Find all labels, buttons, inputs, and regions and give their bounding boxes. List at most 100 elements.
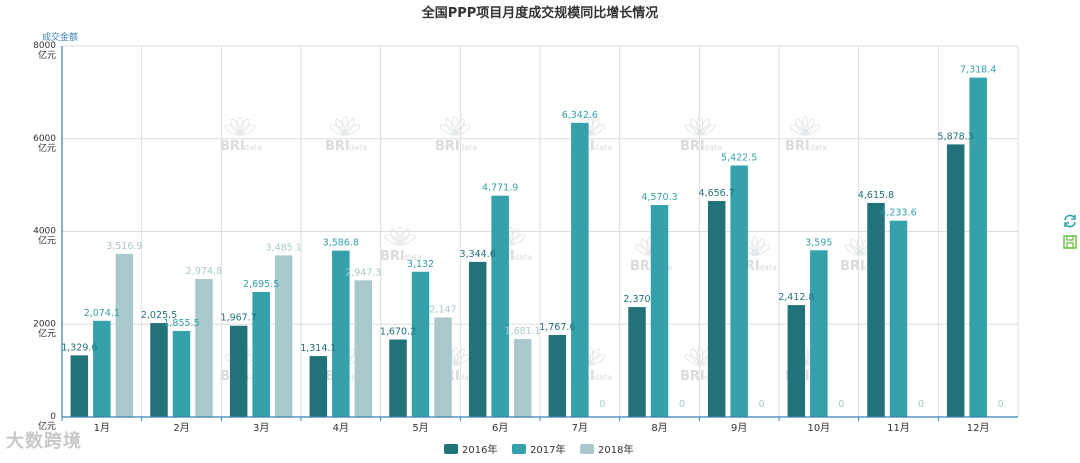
bar[interactable] (93, 320, 111, 417)
y-tick-unit: 亿元 (38, 235, 56, 247)
legend[interactable]: 2016年 2017年 2018年 (444, 443, 633, 456)
grid-lines (62, 45, 1019, 417)
watermark-leaf (588, 354, 606, 366)
bar[interactable] (468, 261, 487, 417)
bar[interactable] (150, 323, 168, 417)
bar[interactable] (70, 355, 89, 417)
brand-logo: 大数跨境 (6, 427, 82, 453)
bar[interactable] (707, 201, 726, 417)
bar[interactable] (115, 253, 134, 417)
data-label: 3,132 (407, 259, 434, 270)
data-label: 3,485.1 (266, 242, 302, 253)
watermark-sub: data (809, 143, 827, 152)
data-label: 1,767.6 (539, 322, 575, 333)
x-tick-label: 2月 (173, 422, 189, 434)
data-label: 4,656.7 (699, 188, 735, 199)
bar[interactable] (274, 255, 293, 417)
data-label: 3,344.6 (460, 249, 496, 260)
x-tick-label: 7月 (572, 422, 588, 434)
bar[interactable] (969, 77, 987, 418)
data-label: 2,370 (623, 294, 650, 305)
watermark-sub: data (594, 143, 612, 152)
data-label: 1,670.2 (380, 327, 416, 338)
data-label: 2,147 (429, 304, 456, 315)
bar[interactable] (867, 202, 885, 417)
data-label: 2,412.8 (778, 292, 814, 303)
bar[interactable] (787, 305, 806, 417)
bar[interactable] (434, 317, 452, 417)
watermark-text: BRI (380, 249, 405, 264)
y-tick-label: 8000 (33, 41, 56, 51)
brand-text: 大数跨境 (6, 431, 82, 452)
data-label: 4,771.9 (482, 183, 518, 194)
bars (70, 77, 987, 418)
data-label: 4,570.3 (641, 192, 677, 203)
bar[interactable] (810, 250, 828, 417)
y-tick-label: 0 (50, 412, 56, 422)
bar[interactable] (730, 165, 748, 417)
bar[interactable] (172, 330, 191, 417)
legend-item[interactable]: 2016年 (444, 443, 497, 456)
x-tick-label: 12月 (967, 422, 990, 434)
bar[interactable] (571, 122, 589, 417)
legend-item[interactable]: 2018年 (580, 443, 633, 456)
bar[interactable] (548, 335, 567, 417)
watermark-leaf (343, 124, 361, 136)
data-label: 3,595 (805, 237, 832, 248)
data-label: 0 (599, 399, 605, 410)
bar[interactable] (650, 205, 669, 417)
bar[interactable] (229, 325, 248, 417)
watermark-text: BRI (220, 139, 245, 154)
save-icon[interactable] (1062, 234, 1078, 250)
x-tick-label: 9月 (731, 422, 747, 434)
legend-label: 2017年 (530, 443, 565, 456)
watermark-sub: data (349, 143, 367, 152)
watermark-text: BRI (630, 259, 655, 274)
x-tick-label: 11月 (887, 422, 910, 434)
data-label: 4,233.6 (880, 208, 916, 219)
watermark-sub: data (459, 143, 477, 152)
data-label: 1,967.7 (221, 313, 257, 324)
data-label: 0 (998, 399, 1004, 410)
y-tick-unit: 亿元 (38, 327, 56, 339)
bar[interactable] (354, 280, 373, 417)
bar[interactable] (309, 356, 328, 417)
data-label: 3,516.9 (106, 241, 142, 252)
data-label: 0 (759, 399, 765, 410)
bar[interactable] (195, 279, 213, 417)
data-label: 6,342.6 (562, 110, 598, 121)
x-tick-label: 10月 (807, 422, 830, 434)
watermark-leaf (803, 124, 821, 136)
bar[interactable] (946, 144, 965, 417)
y-tick-unit: 亿元 (38, 420, 56, 432)
bar[interactable] (628, 307, 646, 417)
legend-swatch (580, 444, 594, 454)
chart-title: 全国PPP项目月度成交规模同比增长情况 (421, 5, 659, 21)
legend-item[interactable]: 2017年 (512, 443, 565, 456)
bar[interactable] (252, 291, 270, 417)
refresh-icon[interactable] (1062, 213, 1078, 229)
watermark-sub: data (704, 143, 722, 152)
legend-swatch (512, 444, 526, 454)
data-label: 0 (679, 399, 685, 410)
bar[interactable] (513, 339, 532, 417)
data-label: 5,878.3 (938, 131, 974, 142)
watermark-text: BRI (840, 259, 865, 274)
bar[interactable] (389, 339, 407, 417)
bar[interactable] (332, 250, 350, 417)
watermark-text: BRI (680, 369, 705, 384)
data-label: 1,314.1 (300, 343, 336, 354)
watermark-leaf (508, 234, 526, 246)
watermark-leaf (398, 234, 416, 246)
watermark-leaf (238, 124, 256, 136)
data-label: 1,329.6 (61, 342, 97, 353)
data-label: 1,681.1 (505, 326, 541, 337)
bar[interactable] (889, 220, 908, 417)
bar[interactable] (491, 195, 509, 417)
data-label: 2,695.5 (243, 279, 279, 290)
bar[interactable] (411, 271, 430, 417)
